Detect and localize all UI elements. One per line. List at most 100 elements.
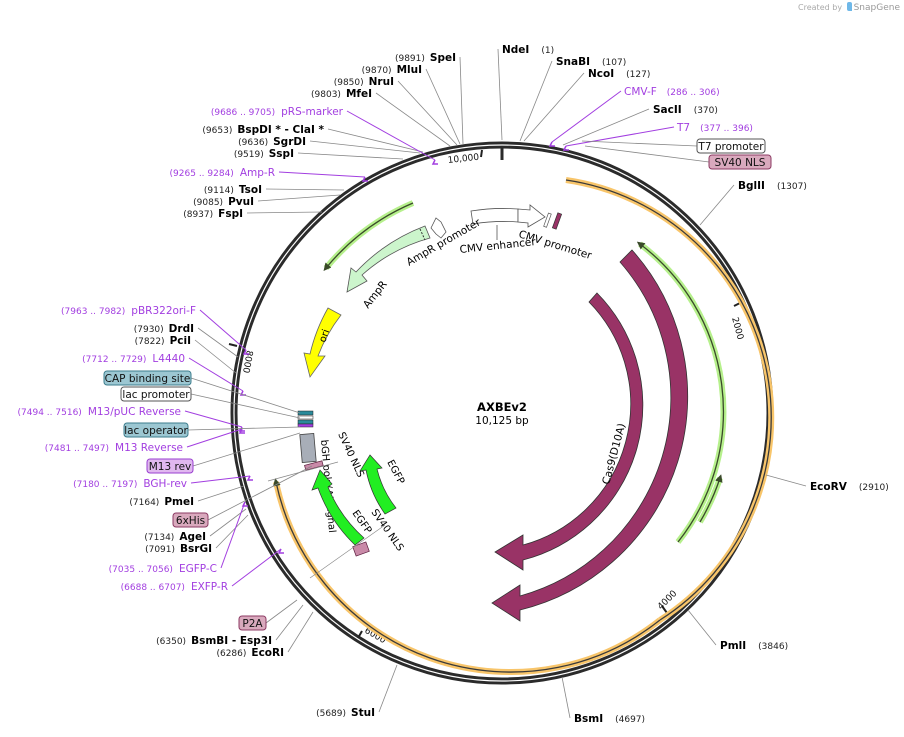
feature-box-t7-promoter[interactable]: T7 promoter [581,138,766,154]
plasmid-length: 10,125 bp [475,415,529,427]
primer-range: (377 .. 396) [700,124,753,134]
credit-brand: SnapGene [853,3,900,13]
enzyme-site-sgrdi[interactable]: SgrDI (9636) [238,136,421,154]
enzyme-site-ecorv[interactable]: EcoRV (2910) [765,474,889,493]
enzyme-site-agei[interactable]: AgeI (7134) [144,508,247,543]
enzyme-site-snabi[interactable]: SnaBI (107) [519,56,626,142]
enzyme-site-ncoi[interactable]: NcoI (127) [523,68,650,142]
enzyme-site-ecori[interactable]: EcoRI (6286) [216,611,314,659]
enzyme-name: MfeI [346,88,372,100]
enzyme-position: (107) [602,58,626,68]
feature-box-p2a[interactable]: P2A [238,599,298,631]
enzyme-site-pcii[interactable]: PciI (7822) [135,335,237,374]
enzyme-name: SspI [269,148,294,160]
feature-box-sv40-nls[interactable]: SV40 NLS [584,145,772,170]
primer-cmv-f[interactable]: CMV-F (286 .. 306) [548,86,720,147]
feature-ampr[interactable] [346,225,431,293]
primer-pbr322ori-f[interactable]: pBR322ori-F (7963 .. 7982) [61,305,249,355]
enzyme-position: (9636) [238,138,268,148]
primer-m13-reverse[interactable]: M13 Reverse (7481 .. 7497) [45,428,245,454]
feature-egfp-1[interactable] [311,469,365,546]
primer-name: EXFP-R [191,581,228,593]
primer-range: (7963 .. 7982) [61,307,125,317]
enzyme-name: PciI [170,335,191,347]
enzyme-position: (1) [541,46,554,56]
enzyme-name: BsmBI - Esp3I [191,635,272,647]
feature-ampr-promoter[interactable] [430,217,447,239]
feature-cmv-promoter[interactable] [517,204,546,228]
enzyme-site-mlui[interactable]: MluI (9870) [362,64,461,145]
feature-box-lac-promoter[interactable]: lac promoter [120,386,301,419]
feature-cas9-d10a[interactable]: Cas9(D10A) [494,292,644,571]
primer-name: L4440 [152,353,185,365]
enzyme-site-mfei[interactable]: MfeI (9803) [311,88,451,147]
enzyme-site-ndei[interactable]: NdeI (1) [497,44,554,141]
primer-amp-r[interactable]: Amp-R (9265 .. 9284) [170,167,368,182]
enzyme-site-tsoi[interactable]: TsoI (9114) [204,184,345,196]
primer-name: CMV-F [624,86,657,98]
enzyme-position: (370) [694,106,718,116]
enzyme-name: AgeI [179,531,206,543]
enzyme-site-sacii[interactable]: SacII (370) [562,104,718,146]
feature-box-label: lac operator [124,425,188,437]
enzyme-site-bspdi-clai[interactable]: BspDI * - ClaI * (9653) [202,124,424,153]
enzyme-site-bsmi[interactable]: BsmI (4697) [561,676,645,725]
feature-bgh-polya[interactable] [299,433,317,463]
feature-egfp-2[interactable] [359,454,397,515]
primer-labels: CMV-F (286 .. 306) T7 (377 .. 396) pRS-marke… [18,86,753,593]
enzyme-labels: NdeI (1)SnaBI (107)NcoI (127) SacII (370) BglI… [129,44,888,725]
primer-egfp-c[interactable]: EGFP-C (7035 .. 7056) [109,501,248,575]
enzyme-site-nrui[interactable]: NruI (9850) [334,76,458,146]
feature-box-labels: T7 promoter SV40 NLS CAP binding site lac p… [103,138,772,631]
feature-ori[interactable]: ori [303,307,342,378]
feature-box-lac-operator[interactable]: lac operator [123,422,301,438]
primer-exfp-r[interactable]: EXFP-R (6688 .. 6707) [121,548,284,593]
enzyme-position: (2910) [859,483,889,493]
enzyme-site-bglii[interactable]: BglII (1307) [699,180,807,226]
enzyme-site-pmli[interactable]: PmlI (3846) [687,609,788,652]
feature-box-label: SV40 NLS [715,157,766,169]
primer-name: Amp-R [240,167,275,179]
enzyme-name: PvuI [228,196,254,208]
primer-name: EGFP-C [179,563,217,575]
feature-label-egfp-2: EGFP [384,458,406,486]
feature-box-cap-binding-site[interactable]: CAP binding site [103,370,301,414]
enzyme-name: BglII [738,180,765,192]
enzyme-position: (9870) [362,66,392,76]
small-feature-sv40-nls [551,212,563,230]
primer-range: (9265 .. 9284) [170,169,234,179]
primer-t7[interactable]: T7 (377 .. 396) [562,122,753,151]
enzyme-position: (8937) [183,210,213,220]
primer-range: (7712 .. 7729) [82,355,146,365]
enzyme-site-stui[interactable]: StuI (5689) [316,664,398,719]
enzyme-position: (4697) [615,715,645,725]
enzyme-name: EcoRV [810,481,848,493]
primer-range: (7494 .. 7516) [18,408,82,418]
enzyme-site-pmei[interactable]: PmeI (7164) [129,485,245,508]
enzyme-site-bsrgi[interactable]: BsrGI (7091) [145,514,249,555]
enzyme-site-fspi[interactable]: FspI (8937) [183,208,323,220]
feature-box-m13-rev[interactable]: M13 rev [146,432,301,474]
feature-box-6xhis[interactable]: 6xHis [172,465,313,528]
feature-label-ori: ori [317,328,332,344]
feature-box-label: M13 rev [149,461,192,473]
enzyme-site-pvui[interactable]: PvuI (9085) [193,194,341,208]
enzyme-site-drdi[interactable]: DrdI (7930) [134,323,239,358]
enzyme-site-spei[interactable]: SpeI (9891) [395,52,464,145]
primer-name: T7 [676,122,690,134]
enzyme-name: MluI [397,64,422,76]
feature-sv40-nls-lower[interactable] [352,541,370,557]
feature-box-label: P2A [242,618,263,630]
snapgene-logo-icon [846,2,852,11]
enzyme-name: SacII [653,104,682,116]
primer-prs-marker[interactable]: pRS-marker (9686 .. 9705) [211,106,438,165]
orf-arc-green [323,200,727,544]
primer-range: (7180 .. 7197) [73,480,137,490]
snapgene-credit: Created by SnapGene [798,2,900,13]
primer-bgh-rev[interactable]: BGH-rev (7180 .. 7197) [73,475,253,490]
tick-label-8000: 8000 [240,349,254,374]
enzyme-site-sspi[interactable]: SspI (9519) [234,148,404,160]
enzyme-name: BsmI [574,713,603,725]
enzyme-site-bsmbi-esp3i[interactable]: BsmBI - Esp3I (6350) [156,604,304,647]
